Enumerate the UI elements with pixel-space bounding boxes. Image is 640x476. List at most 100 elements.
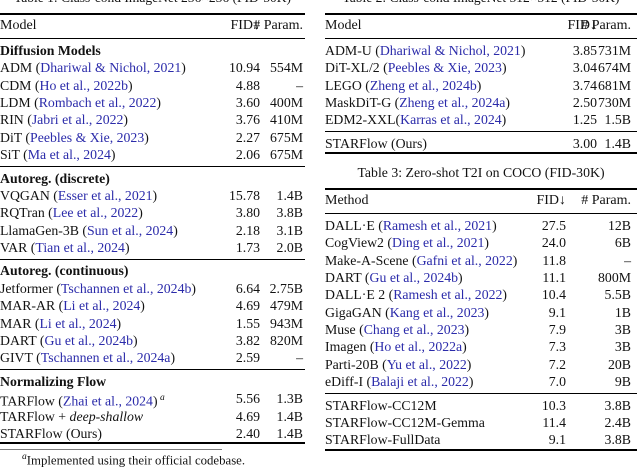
model-name: ADM-U (Dhariwal & Nichol, 2021): [325, 42, 526, 58]
section-title-row: Normalizing Flow: [0, 373, 305, 390]
citation-link[interactable]: Rombach et al., 2022: [38, 94, 157, 110]
table3-col-fid: FID↓: [536, 192, 566, 208]
citation-paren-open: (: [19, 147, 28, 163]
fid-value: 7.9: [548, 322, 566, 338]
citation-paren-close: ): [468, 374, 474, 390]
section-rule: [0, 166, 305, 168]
citation-link[interactable]: Balaji et al., 2022: [371, 374, 469, 390]
fid-value: 2.50: [572, 94, 597, 110]
fid-value: 1.25: [572, 112, 597, 128]
citation-paren-close: ): [502, 287, 508, 303]
citation-link[interactable]: Zhai et al., 2024: [62, 393, 153, 409]
fid-value: 2.59: [235, 350, 260, 366]
table1-headrule: [0, 38, 305, 40]
table1-body: Diffusion Models ADM (Dhariwal & Nichol, …: [0, 42, 305, 443]
table3-toprule: [325, 187, 637, 190]
citation-link[interactable]: Ho et al., 2022b: [39, 77, 128, 93]
citation-link[interactable]: Ma et al., 2024: [27, 147, 111, 163]
table3-caption: Table 3: Zero-shot T2I on COCO (FID-30K): [357, 164, 605, 180]
param-value: 400M: [270, 94, 303, 110]
model-name: TARFlow + deep-shallow: [0, 408, 144, 424]
citation-link[interactable]: Gafni et al., 2022: [416, 252, 513, 268]
citation-link[interactable]: Gu et al., 2024b: [369, 269, 459, 285]
citation-link[interactable]: Gu et al., 2024b: [44, 333, 134, 349]
citation-link[interactable]: Ho et al., 2022a: [374, 339, 463, 355]
param-value: 20B: [608, 356, 631, 372]
citation-link[interactable]: Yu et al., 2022: [386, 356, 467, 372]
table-row: Imagen (Ho et al., 2022a) 7.3 3B: [325, 338, 637, 355]
param-value: 3B: [614, 339, 631, 355]
citation-paren-close: ): [191, 280, 196, 296]
citation-link[interactable]: Li et al., 2024: [63, 298, 141, 314]
table1-toprule: [0, 13, 305, 15]
citation-paren-close: ): [520, 42, 526, 58]
fid-value: 3.60: [235, 94, 260, 110]
fid-value: 6.64: [235, 280, 260, 296]
table-row: CDM (Ho et al., 2022b) 4.88 –: [0, 77, 305, 94]
citation-link[interactable]: Kang et al., 2023: [389, 304, 485, 320]
table-row: GigaGAN (Kang et al., 2023) 9.1 1B: [325, 304, 637, 321]
footnote-text: Implemented using their official codebas…: [26, 453, 246, 468]
param-value: 1.4B: [276, 426, 303, 441]
fid-value: 11.8: [542, 252, 566, 268]
citation-link[interactable]: Chang et al., 2023: [363, 322, 465, 338]
citation-paren-open: (: [363, 374, 372, 390]
citation-paren-open: (: [366, 339, 375, 355]
citation-link[interactable]: Tian et al., 2024: [35, 240, 125, 256]
table2-col-param: # Param.: [581, 17, 631, 33]
section-rule: [325, 393, 637, 395]
citation-link[interactable]: Dhariwal & Nichol, 2021: [40, 60, 182, 76]
citation-link[interactable]: Ramesh et al., 2021: [382, 217, 493, 233]
model-name: Make-A-Scene (Gafni et al., 2022): [325, 252, 518, 268]
table-row: DALL·E (Ramesh et al., 2021) 27.5 12B: [325, 217, 637, 234]
table-row: DART (Gu et al., 2024b) 11.1 800M: [325, 269, 637, 286]
citation-link[interactable]: Peebles & Xie, 2023: [30, 129, 145, 145]
table-row: Make-A-Scene (Gafni et al., 2022) 11.8 –: [325, 252, 637, 269]
param-value: 800M: [598, 269, 631, 285]
param-value: –: [624, 252, 631, 268]
fid-value: 24.0: [541, 235, 566, 251]
model-name: LDM (Rombach et al., 2022): [0, 94, 161, 110]
citation-paren-open: (: [49, 187, 58, 203]
citation-link[interactable]: Esser et al., 2021: [57, 187, 153, 203]
table2-col-fid: FID↓: [567, 17, 597, 33]
param-value: 3.8B: [604, 397, 631, 413]
citation-link[interactable]: Tschannen et al., 2024a: [40, 350, 171, 366]
table2-col-model: Model: [325, 17, 362, 33]
citation-link[interactable]: Tschannen et al., 2024b: [60, 280, 192, 296]
model-name: STARFlow (Ours): [325, 135, 427, 151]
citation-paren-close: ): [152, 393, 158, 409]
fid-value: 2.18: [235, 222, 260, 238]
citation-link[interactable]: Peebles & Xie, 2023: [387, 60, 502, 76]
citation-link[interactable]: Dhariwal & Nichol, 2021: [379, 42, 521, 58]
model-name: Muse (Chang et al., 2023): [325, 322, 470, 338]
model-name: DALL·E 2 (Ramesh et al., 2022): [325, 287, 508, 303]
citation-paren-close: ): [123, 112, 128, 128]
citation-paren-open: (: [379, 60, 388, 76]
model-name: DALL·E (Ramesh et al., 2021): [325, 217, 497, 233]
table2-bottomrule: [325, 152, 637, 154]
table3-col-param: # Param.: [581, 192, 631, 208]
citation-paren-open: (: [32, 60, 41, 76]
citation-link[interactable]: Sun et al., 2024: [86, 222, 174, 238]
citation-link[interactable]: Zheng et al., 2024a: [399, 94, 506, 110]
citation-paren-close: ): [170, 350, 176, 366]
fid-value: 10.94: [228, 60, 260, 76]
table-3: Table 3: Zero-shot T2I on COCO (FID-30K)…: [325, 165, 637, 451]
citation-link[interactable]: Jabri et al., 2022: [31, 112, 124, 128]
citation-link[interactable]: Li et al., 2024: [39, 315, 117, 331]
param-value: 1.3B: [276, 391, 303, 407]
citation-link[interactable]: Zheng et al., 2024b: [369, 77, 477, 93]
table3-bottomrule: [325, 448, 637, 451]
param-value: 554M: [270, 60, 303, 76]
param-value: 820M: [270, 333, 303, 349]
citation-link[interactable]: Ding et al., 2021: [392, 235, 485, 251]
citation-paren-close: ): [462, 339, 467, 355]
citation-paren-close: ): [124, 240, 130, 256]
citation-link[interactable]: Karras et al., 2024: [400, 112, 502, 128]
section-title-row: Autoreg. (discrete): [0, 170, 305, 187]
citation-paren-close: ): [505, 94, 510, 110]
citation-link[interactable]: Lee et al., 2022: [52, 205, 139, 221]
citation-link[interactable]: Ramesh et al., 2022: [393, 287, 503, 303]
